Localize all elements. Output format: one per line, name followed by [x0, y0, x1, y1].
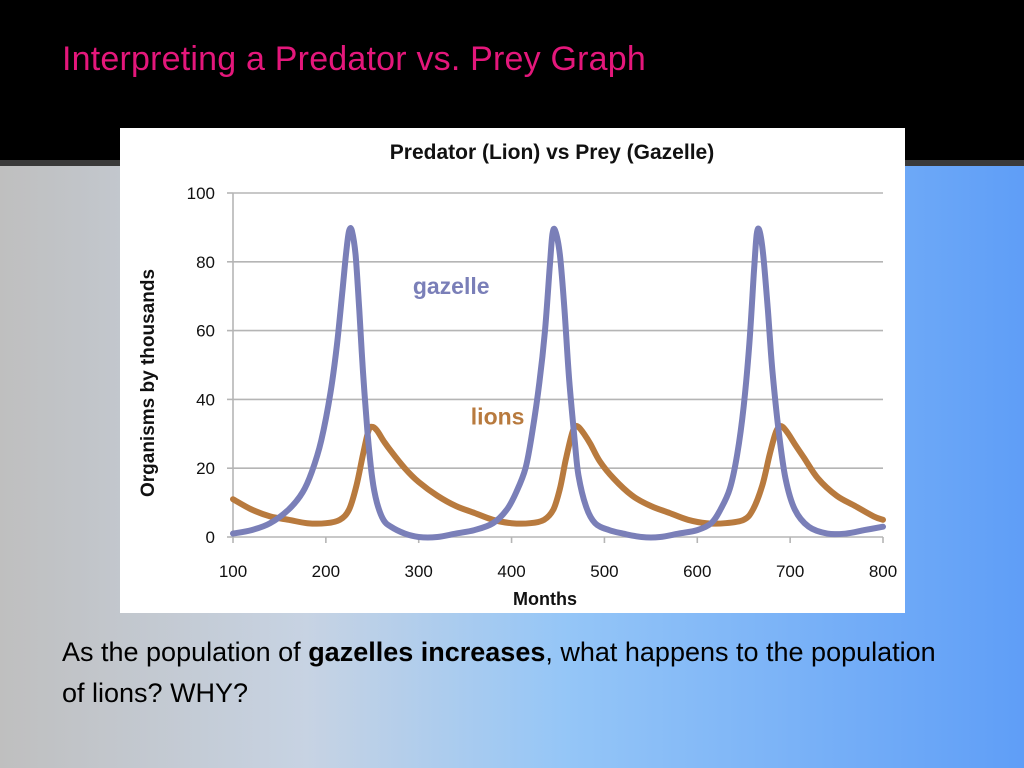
predator-prey-chart: 0 20 40 60 80 100 100 200 300 400 500 600 700 800 Pre…	[138, 141, 898, 609]
question-part-1: As the population of	[62, 637, 309, 667]
chart-series	[230, 225, 886, 541]
annotation-gazelle: gazelle	[413, 273, 490, 299]
chart-annotations: gazelle lions	[413, 273, 525, 430]
x-tick-label: 600	[683, 562, 711, 581]
x-axis-label: Months	[513, 589, 577, 609]
question-emphasis: gazelles increases	[308, 637, 546, 667]
chart-axes: 0 20 40 60 80 100 100 200 300 400 500 600 700 800	[187, 184, 898, 581]
annotation-lions: lions	[471, 404, 525, 430]
x-tick-label: 800	[869, 562, 897, 581]
y-axis-label: Organisms by thousands	[138, 269, 159, 497]
slide-title: Interpreting a Predator vs. Prey Graph	[62, 40, 646, 78]
x-tick-label: 400	[497, 562, 525, 581]
y-tick-label: 80	[196, 253, 215, 272]
y-tick-label: 100	[187, 184, 215, 203]
series-line-gazelle	[230, 225, 886, 541]
x-tick-label: 300	[405, 562, 433, 581]
y-tick-label: 0	[206, 528, 215, 547]
chart-panel: 0 20 40 60 80 100 100 200 300 400 500 600 700 800 Pre…	[120, 128, 905, 613]
x-tick-label: 500	[590, 562, 618, 581]
y-tick-label: 60	[196, 322, 215, 341]
y-tick-label: 20	[196, 459, 215, 478]
x-tick-label: 200	[312, 562, 340, 581]
question-part-2: , what happens to the population of lion…	[62, 637, 936, 708]
x-tick-label: 700	[776, 562, 804, 581]
y-tick-label: 40	[196, 390, 215, 409]
x-tick-label: 100	[219, 562, 247, 581]
question-text: As the population of gazelles increases,…	[62, 632, 962, 714]
chart-title: Predator (Lion) vs Prey (Gazelle)	[390, 141, 714, 164]
